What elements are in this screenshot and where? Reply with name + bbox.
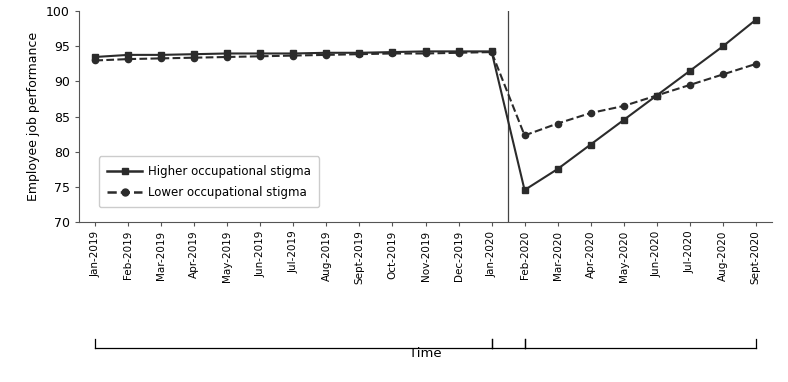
X-axis label: Time: Time xyxy=(409,347,442,360)
Y-axis label: Employee job performance: Employee job performance xyxy=(28,32,40,201)
Legend: Higher occupational stigma, Lower occupational stigma: Higher occupational stigma, Lower occupa… xyxy=(98,157,319,207)
